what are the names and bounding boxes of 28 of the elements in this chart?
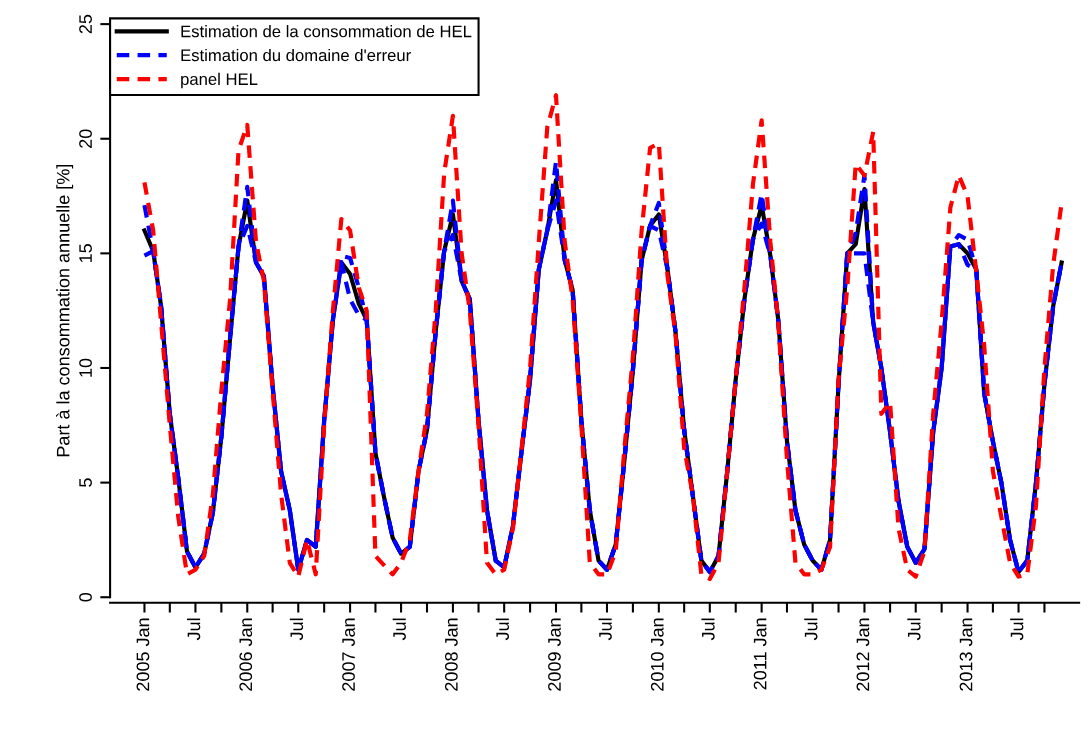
x-tick-label: 2005 Jan [136, 618, 150, 691]
x-tick-label: Jul [392, 618, 406, 641]
x-tick-label: Jul [289, 618, 304, 641]
y-tick-label: 20 [79, 129, 92, 148]
x-tick-label: Jul [187, 618, 201, 641]
x-tick-label: Jul [804, 618, 818, 641]
x-tick-label: 2010 Jan [650, 618, 664, 691]
x-tick-label: 2008 Jan [444, 618, 458, 691]
y-tick-label: 5 [79, 478, 92, 487]
y-tick-label: 10 [79, 358, 92, 377]
x-tick-label: 2006 Jan [239, 618, 253, 691]
legend-label: Estimation du domaine d'erreur [181, 48, 411, 62]
x-tick-label: Jul [598, 618, 612, 641]
x-tick-label: 2007 Jan [342, 618, 355, 691]
x-tick-label: Jul [701, 618, 715, 641]
x-tick-label: Jul [907, 618, 921, 641]
y-tick-label: 0 [79, 592, 92, 602]
x-tick-label: 2013 Jan [959, 618, 973, 691]
y-tick-label: 25 [79, 14, 92, 34]
x-tick-label: 2012 Jan [856, 618, 870, 691]
y-tick-label: 15 [79, 244, 92, 263]
x-tick-label: Jul [1010, 618, 1024, 641]
y-axis-title: Part à la consommation annuelle [%] [56, 164, 74, 457]
legend-label: panel HEL [181, 72, 258, 89]
x-tick-label: 2011 Jan [753, 618, 767, 690]
x-tick-label: Jul [495, 618, 510, 641]
legend-label: Estimation de la consommation de HEL [181, 25, 472, 38]
x-tick-label: 2009 Jan [548, 618, 561, 691]
